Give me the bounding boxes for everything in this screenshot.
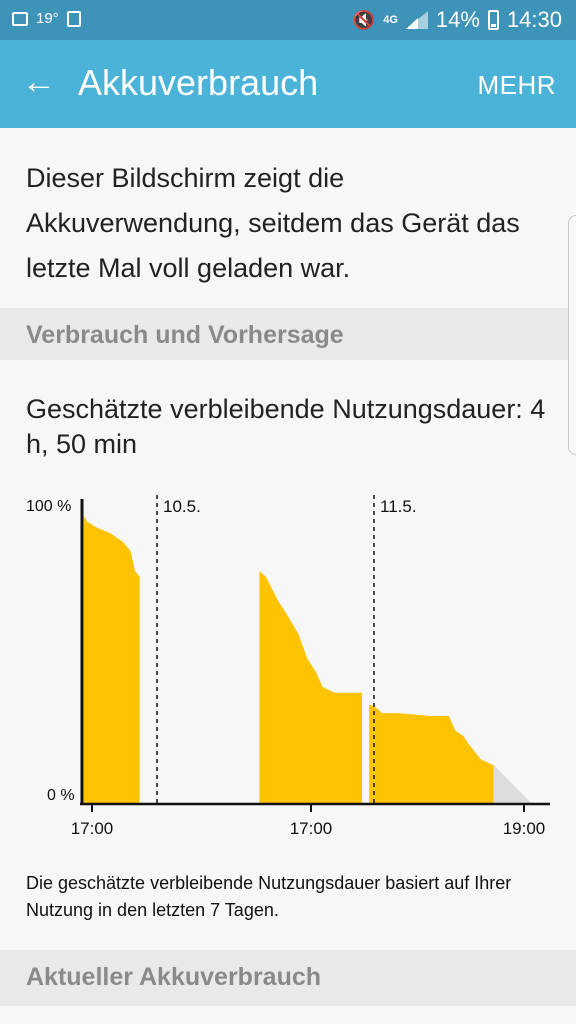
status-bar-right: 🔇 4G 14% 14:30 — [353, 7, 562, 33]
list-start-area — [0, 1006, 576, 1024]
usage-area-3 — [369, 704, 494, 803]
clock-label: 14:30 — [506, 7, 562, 32]
usage-area-2 — [259, 571, 362, 803]
mute-icon: 🔇 — [352, 9, 376, 30]
app-bar: ← Akkuverbrauch MEHR — [0, 40, 576, 128]
day-marker-label: 11.5. — [380, 497, 417, 516]
usage-content: Geschätzte verbleibende Nutzungsdauer: 4… — [0, 360, 576, 950]
remaining-time-estimate: Geschätzte verbleibende Nutzungsdauer: 4… — [26, 394, 546, 459]
day-marker-label: 10.5. — [163, 497, 201, 516]
estimate-footnote: Die geschätzte verbleibende Nutzungsdaue… — [26, 873, 512, 920]
recycle-icon — [66, 10, 81, 27]
x-tick-label: 17:00 — [71, 819, 114, 838]
y-axis-max-label: 100 % — [26, 498, 71, 515]
status-bar: 19° 🔇 4G 14% 14:30 — [0, 0, 576, 40]
current-section-header: Aktueller Akkuverbrauch — [0, 950, 576, 1006]
current-section-title: Aktueller Akkuverbrauch — [26, 963, 322, 991]
scroll-edge-indicator — [568, 215, 576, 455]
intro-panel: Dieser Bildschirm zeigt die Akkuverwendu… — [0, 128, 576, 308]
signal-icon — [405, 11, 428, 29]
temperature-label: 19° — [36, 10, 59, 27]
y-axis-min-label: 0 % — [47, 787, 75, 804]
picture-icon — [12, 11, 28, 26]
network-type-label: 4G — [383, 14, 398, 26]
prediction-area — [493, 765, 532, 803]
x-tick-label: 17:00 — [290, 819, 333, 838]
usage-section-title: Verbrauch und Vorhersage — [26, 321, 344, 349]
page-title: Akkuverbrauch — [78, 62, 319, 103]
status-bar-left: 19° — [12, 10, 81, 27]
intro-text: Dieser Bildschirm zeigt die Akkuverwendu… — [26, 163, 520, 283]
usage-section-header: Verbrauch und Vorhersage — [0, 308, 576, 360]
x-tick-label: 19:00 — [503, 819, 546, 838]
battery-percent-label: 14% — [435, 7, 480, 32]
more-button[interactable]: MEHR — [477, 70, 556, 100]
battery-icon — [487, 10, 499, 30]
battery-usage-chart: 10.5. 11.5. 100 % 0 % 17:00 17:00 19:00 — [26, 495, 550, 838]
back-arrow-icon[interactable]: ← — [22, 63, 56, 101]
usage-area-1 — [83, 515, 140, 803]
